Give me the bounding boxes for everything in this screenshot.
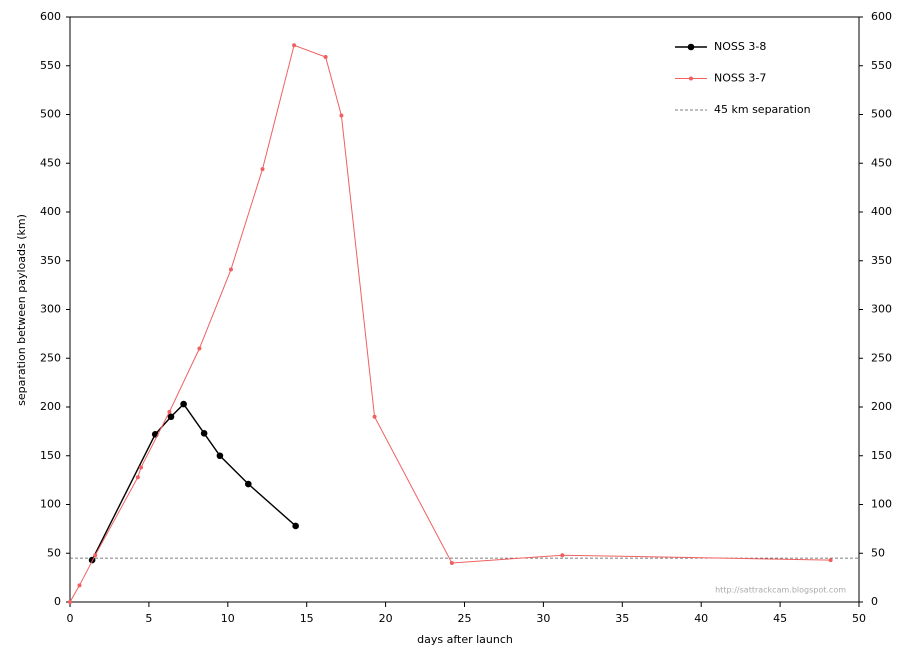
data-point (292, 43, 297, 48)
data-point (167, 413, 175, 421)
data-point (77, 583, 82, 588)
x-tick-label: 40 (694, 612, 708, 625)
x-tick-label: 5 (145, 612, 152, 625)
legend-marker (687, 43, 695, 51)
data-point (197, 346, 202, 351)
y2-tick-label: 200 (871, 400, 892, 413)
y-tick-label: 200 (40, 400, 61, 413)
y-axis-label: separation between payloads (km) (15, 214, 28, 406)
legend-label: NOSS 3-7 (714, 72, 766, 85)
y-tick-label: 0 (54, 595, 61, 608)
y-tick-label: 50 (47, 546, 61, 559)
data-point (139, 465, 144, 470)
legend-label: NOSS 3-8 (714, 40, 766, 53)
y-tick-label: 100 (40, 498, 61, 511)
x-tick-label: 20 (379, 612, 393, 625)
y2-tick-label: 550 (871, 59, 892, 72)
y2-tick-label: 350 (871, 254, 892, 267)
y-tick-label: 600 (40, 10, 61, 23)
data-point (260, 167, 265, 172)
y-tick-label: 300 (40, 303, 61, 316)
y2-tick-label: 600 (871, 10, 892, 23)
x-tick-label: 45 (773, 612, 787, 625)
y-tick-label: 400 (40, 205, 61, 218)
data-point (135, 475, 140, 480)
y-tick-label: 150 (40, 449, 61, 462)
series-line (69, 44, 831, 603)
legend-label: 45 km separation (714, 103, 811, 116)
x-axis-label: days after launch (417, 633, 513, 646)
data-point (323, 54, 328, 59)
data-point (228, 267, 233, 272)
data-point (216, 452, 224, 460)
x-tick-label: 50 (852, 612, 866, 625)
y2-tick-label: 450 (871, 156, 892, 169)
series-line (91, 402, 297, 561)
x-tick-label: 15 (300, 612, 314, 625)
y-tick-label: 250 (40, 351, 61, 364)
y2-tick-label: 500 (871, 108, 892, 121)
y2-tick-label: 400 (871, 205, 892, 218)
x-tick-label: 35 (615, 612, 629, 625)
y2-tick-label: 300 (871, 303, 892, 316)
data-point (339, 113, 344, 118)
data-point (372, 414, 377, 419)
data-point (560, 553, 565, 558)
data-point (828, 558, 833, 563)
y-tick-label: 450 (40, 156, 61, 169)
data-point (167, 409, 172, 414)
y-tick-label: 500 (40, 108, 61, 121)
data-point (292, 522, 299, 530)
data-point (200, 430, 208, 437)
y2-tick-label: 250 (871, 351, 892, 364)
data-point (93, 553, 98, 558)
x-tick-label: 10 (221, 612, 235, 625)
data-point (449, 561, 454, 565)
watermark: http://sattrackcam.blogspot.com (715, 586, 846, 595)
data-point (68, 600, 72, 604)
y2-tick-label: 50 (871, 546, 885, 559)
y2-tick-label: 0 (871, 595, 878, 608)
x-tick-label: 0 (67, 612, 74, 625)
y2-tick-label: 100 (871, 498, 892, 511)
y-tick-label: 550 (40, 59, 61, 72)
legend-marker (689, 76, 693, 81)
data-point (245, 480, 252, 488)
x-tick-label: 30 (536, 612, 550, 625)
y-tick-label: 350 (40, 254, 61, 267)
data-point (180, 400, 187, 408)
y2-tick-label: 150 (871, 449, 892, 462)
x-tick-label: 25 (458, 612, 472, 625)
